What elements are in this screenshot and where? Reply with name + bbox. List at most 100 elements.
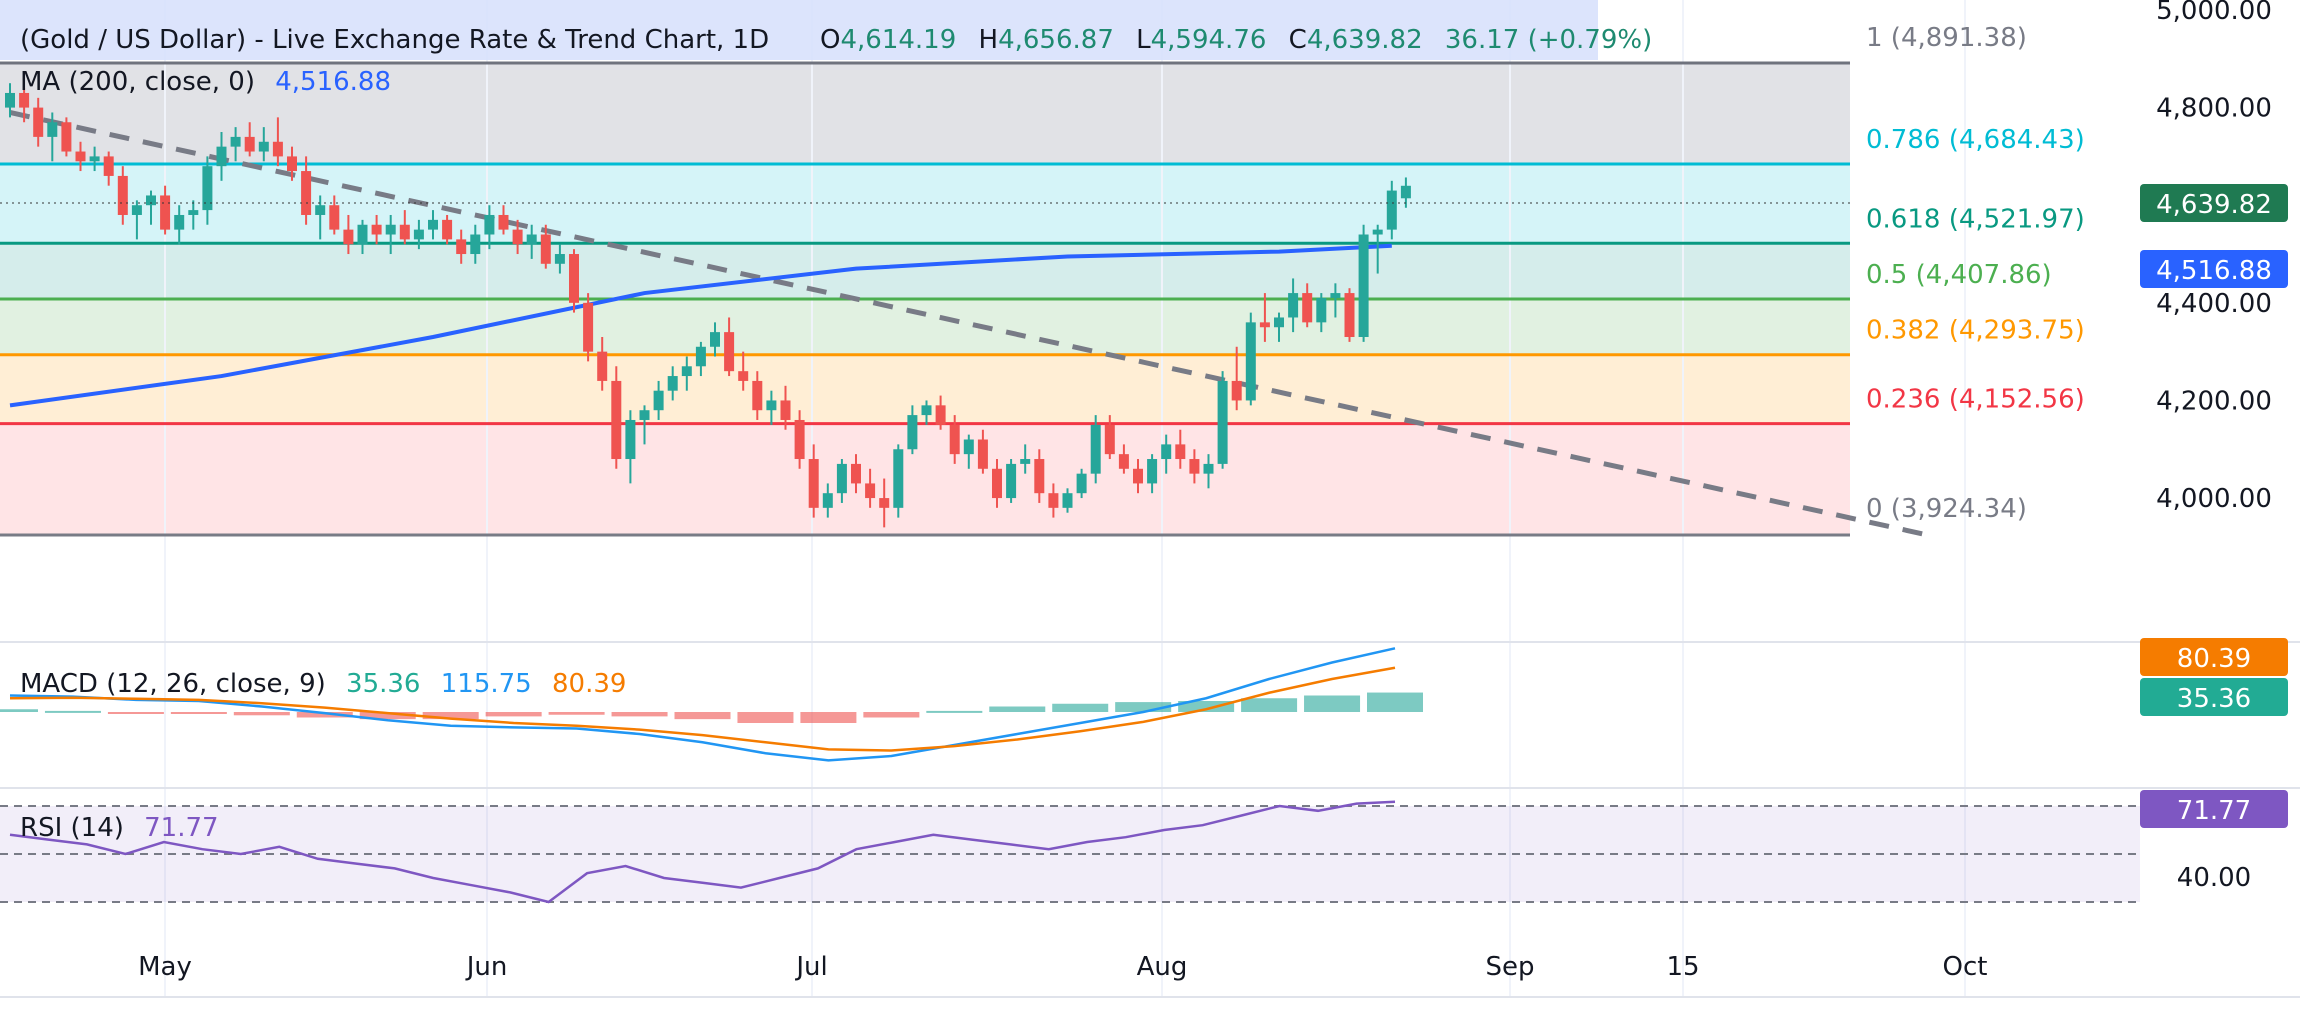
price-tick: 4,400.00: [2156, 289, 2272, 319]
macd-histogram-bar: [1052, 703, 1109, 712]
svg-text:4,516.88: 4,516.88: [2156, 256, 2272, 286]
candle: [117, 166, 128, 225]
candle: [1020, 444, 1031, 474]
macd-histogram-badge: 35.36: [2140, 678, 2288, 716]
candle: [935, 395, 946, 430]
candle: [1048, 483, 1059, 518]
fibonacci-labels: 1 (4,891.38) 0.786 (4,684.43) 0.618 (4,521…: [1866, 23, 2085, 524]
candle: [569, 249, 579, 313]
candle: [1006, 459, 1017, 503]
ma200-line[interactable]: [9, 243, 1392, 408]
candle: [33, 97, 44, 147]
candle: [272, 117, 283, 167]
candle: [103, 151, 114, 186]
candle: [893, 444, 904, 518]
macd-histogram-bar: [0, 709, 38, 712]
candle: [1330, 283, 1341, 318]
candle: [89, 146, 100, 172]
candle: [1062, 488, 1073, 513]
candle: [540, 224, 551, 269]
candle: [1189, 449, 1200, 484]
fib-label: 0.236 (4,152.56): [1866, 385, 2085, 415]
fib-band: [0, 164, 1850, 244]
candle: [710, 322, 720, 357]
candle: [413, 219, 424, 250]
downtrend-line[interactable]: [9, 110, 1929, 538]
candle: [315, 195, 326, 240]
candle: [174, 205, 185, 245]
ohlc-readout: O4,614.19 H4,656.87 L4,594.76 C4,639.82 …: [820, 25, 1652, 55]
svg-text:71.77: 71.77: [2177, 796, 2251, 826]
macd-histogram-bar: [296, 712, 353, 718]
candle: [1259, 293, 1270, 342]
candle: [611, 366, 622, 469]
svg-text:80.39: 80.39: [2177, 644, 2251, 674]
candle: [47, 112, 58, 162]
macd-histogram-bar: [44, 710, 101, 713]
fib-label: 0.5 (4,407.86): [1866, 260, 2052, 290]
price-tick: 4,200.00: [2156, 386, 2272, 416]
rsi-legend[interactable]: RSI (14) 71.77: [20, 813, 219, 843]
candles[interactable]: [5, 83, 1411, 528]
candle: [1133, 459, 1143, 494]
candle: [19, 88, 30, 123]
macd-histogram-bar: [989, 706, 1046, 712]
candle: [160, 185, 171, 235]
candle: [921, 400, 932, 425]
candle: [949, 415, 960, 464]
time-axis[interactable]: May Jun Jul Aug Sep 15 Oct: [138, 952, 1987, 982]
candle: [456, 229, 467, 264]
price-tick: 5,000.00: [2156, 0, 2272, 26]
candle: [907, 405, 918, 455]
macd-legend[interactable]: MACD (12, 26, close, 9) 35.36 115.75 80.…: [20, 669, 626, 699]
candle: [188, 200, 199, 230]
fib-band: [0, 299, 1850, 355]
candle: [851, 454, 861, 494]
rsi-line: [9, 800, 1396, 904]
candle: [1231, 346, 1242, 411]
macd-histogram-bar: [107, 712, 164, 714]
macd-histogram-bar: [170, 712, 227, 714]
candle: [343, 214, 354, 255]
candle: [639, 405, 650, 445]
candle: [1302, 283, 1313, 328]
macd-histogram-bar: [863, 712, 920, 718]
macd-histogram-bar: [1304, 695, 1361, 712]
candle: [442, 214, 453, 245]
time-tick: Oct: [1943, 952, 1988, 982]
candle: [766, 390, 777, 425]
macd-signal-badge: 80.39: [2140, 638, 2288, 676]
candle: [808, 444, 819, 518]
candle: [1076, 468, 1087, 499]
macd-histogram-bar: [1115, 702, 1172, 712]
candle: [1288, 278, 1299, 333]
macd-histogram-bar: [359, 712, 416, 720]
candle: [512, 219, 523, 255]
fibonacci-lines: [0, 162, 1850, 537]
ma-legend[interactable]: MA (200, close, 0) 4,516.88: [20, 67, 391, 97]
svg-text:4,639.82: 4,639.82: [2156, 190, 2272, 220]
candle: [287, 146, 297, 181]
candle: [963, 434, 974, 469]
macd-histogram-bar: [233, 712, 290, 716]
ma-price-badge: 4,516.88: [2140, 250, 2288, 288]
candle: [653, 380, 664, 420]
time-tick: Aug: [1137, 952, 1188, 982]
candle: [724, 317, 735, 377]
time-tick: 15: [1666, 952, 1699, 982]
macd-line: [9, 647, 1396, 762]
candle: [75, 141, 86, 172]
time-tick: Jul: [794, 952, 827, 982]
macd-pane[interactable]: [0, 647, 1423, 762]
candle: [244, 122, 255, 157]
candle: [1175, 429, 1186, 469]
time-tick: Sep: [1485, 952, 1534, 982]
rsi-pane[interactable]: [0, 800, 2140, 904]
candle: [428, 210, 438, 240]
candle: [357, 219, 368, 255]
macd-histogram-bar: [1367, 692, 1423, 712]
candle: [794, 410, 805, 469]
candle: [1274, 312, 1284, 342]
candle: [1358, 224, 1369, 342]
